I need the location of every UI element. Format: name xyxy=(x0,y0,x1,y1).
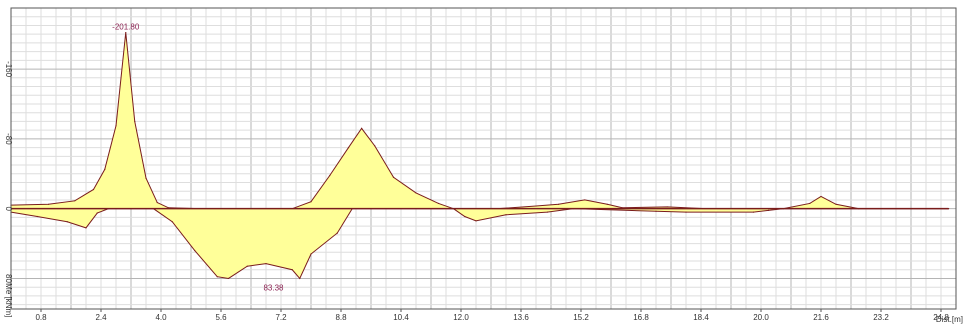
y-tick-label: -80 xyxy=(4,133,13,145)
plot-frame xyxy=(10,7,957,310)
series-1-point xyxy=(291,269,293,271)
series-0-point xyxy=(606,203,608,205)
x-axis-ticks: 0.8 2.4 4.0 5.6 7.2 8.8 10.4 12.0 13.6 15.2 16.8 18… xyxy=(35,309,949,322)
x-tick-label: 20.0 xyxy=(753,313,769,322)
y-tick-label: 80 xyxy=(4,274,13,283)
series-0-point xyxy=(347,146,350,149)
series-0-point xyxy=(104,168,106,171)
series-1-point xyxy=(310,253,312,255)
series-1-point xyxy=(194,249,196,252)
series-1-point xyxy=(299,277,301,280)
annotation-label: 83.38 xyxy=(263,283,284,292)
x-tick-label: 0.8 xyxy=(35,313,47,322)
y-tick-label: 0 xyxy=(4,206,13,211)
y-axis-ticks: -160 -80 0 80 xyxy=(4,61,13,283)
x-tick-label: 13.6 xyxy=(513,313,529,322)
x-tick-label: 10.4 xyxy=(393,313,409,322)
x-axis-label: Dist.[m] xyxy=(936,315,963,324)
series-0-point xyxy=(92,188,95,191)
series-0-point xyxy=(557,203,560,205)
annotations: -201.80 83.38 xyxy=(112,23,284,293)
series-0-area xyxy=(11,32,949,209)
series-0-point xyxy=(584,199,586,201)
x-tick-label: 23.2 xyxy=(873,313,889,322)
series-0-point xyxy=(415,192,417,194)
series-0-point xyxy=(437,202,440,205)
series-1-point xyxy=(767,209,770,212)
series-0-point xyxy=(125,31,127,34)
series-1-point xyxy=(752,211,755,213)
series-1-point xyxy=(66,221,68,223)
series-1-point xyxy=(246,265,248,267)
series-1-point xyxy=(171,221,173,223)
series-0-point xyxy=(156,201,158,204)
y-tick-label: -160 xyxy=(4,61,13,78)
x-tick-label: 21.6 xyxy=(813,313,829,322)
series-1-point xyxy=(505,214,507,216)
series-0-point xyxy=(820,195,822,198)
x-tick-label: 16.8 xyxy=(633,313,649,322)
series-1-point xyxy=(36,215,38,218)
series-0-point xyxy=(809,202,811,205)
x-tick-label: 24.8 xyxy=(933,313,949,322)
series-0-point xyxy=(115,125,117,127)
series-0-point xyxy=(329,174,331,177)
x-tick-label: 4.0 xyxy=(155,313,167,322)
series-0-point xyxy=(392,176,395,178)
x-tick-label: 12.0 xyxy=(453,313,469,322)
series-1-point xyxy=(685,211,687,213)
x-tick-label: 15.2 xyxy=(573,313,589,322)
series-1-point xyxy=(96,212,98,214)
y-axis-label: Me [kNm] xyxy=(4,283,13,317)
series-0-point xyxy=(134,120,136,123)
series-0-point xyxy=(835,203,837,205)
series-0-point xyxy=(374,145,376,147)
series-1-point xyxy=(216,276,218,278)
series-1-point xyxy=(655,210,657,212)
series-1-area xyxy=(11,208,949,279)
series-0-point xyxy=(74,200,76,202)
series-1-point xyxy=(475,220,477,222)
series-0-point xyxy=(47,203,50,205)
series-1-point xyxy=(464,215,466,218)
x-tick-label: 2.4 xyxy=(95,313,107,322)
x-tick-label: 18.4 xyxy=(693,313,709,322)
x-tick-label: 5.6 xyxy=(215,313,227,322)
annotation-label: -201.80 xyxy=(112,23,140,32)
x-tick-label: 7.2 xyxy=(275,313,287,322)
series-0-point xyxy=(361,127,363,129)
x-tick-label: 8.8 xyxy=(335,313,347,322)
series-0-point xyxy=(310,201,312,203)
series-0-point xyxy=(666,206,668,208)
series-1-point xyxy=(546,211,548,213)
series-1-point xyxy=(336,232,338,234)
series-0-point xyxy=(535,205,537,207)
series-1-point xyxy=(227,277,230,280)
series-0-point xyxy=(145,177,147,179)
series-1-point xyxy=(265,263,267,265)
series-1-point xyxy=(85,227,87,229)
